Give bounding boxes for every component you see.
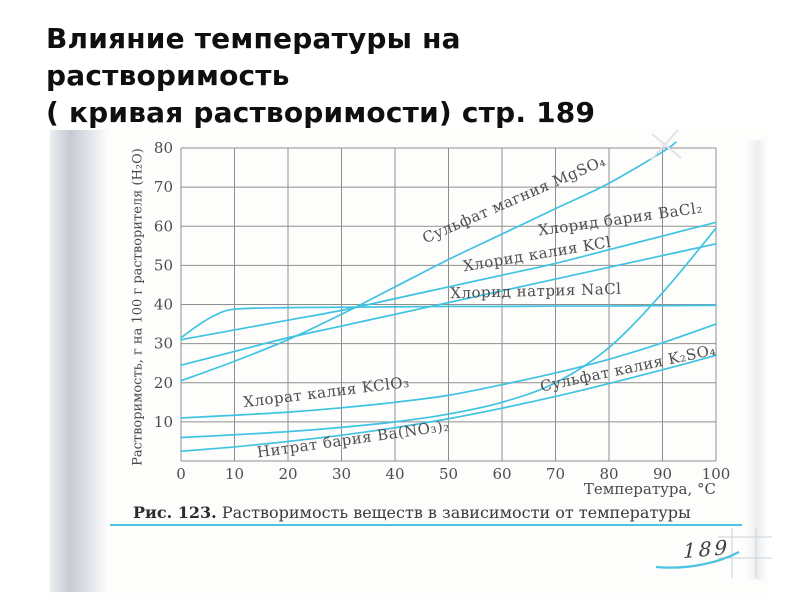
page-corner-grid-marks — [718, 528, 772, 578]
page-edge-shadow — [746, 140, 766, 580]
curve-bano32 — [180, 354, 717, 453]
svg-text:90: 90 — [653, 465, 672, 483]
slide-title: Влияние температуры на растворимость ( к… — [46, 20, 595, 131]
book-gutter-shadow — [50, 130, 108, 592]
curve-label-nacl: Хлорид натрия NaCl — [450, 280, 622, 302]
textbook-scan — [48, 128, 768, 594]
svg-text:60: 60 — [492, 465, 511, 483]
svg-text:20: 20 — [278, 465, 297, 483]
svg-text:80: 80 — [599, 465, 618, 483]
svg-text:10: 10 — [225, 465, 244, 483]
chart-curves — [180, 141, 717, 453]
svg-text:60: 60 — [154, 217, 173, 235]
svg-text:30: 30 — [332, 465, 351, 483]
x-axis-label: Температура, °С — [583, 480, 716, 498]
curve-nacl — [180, 304, 717, 339]
curve-label-k2so4: Сульфат калия K₂SO₄ — [538, 341, 717, 396]
curve-k2so4 — [180, 323, 717, 419]
figure-caption-text: Растворимость веществ в зависимости от т… — [216, 503, 691, 522]
svg-text:100: 100 — [702, 465, 731, 483]
slide-title-line-3: ( кривая растворимости) стр. 189 — [46, 96, 596, 129]
curve-label-kclo3: Хлорат калия KClO₃ — [242, 373, 410, 411]
y-axis-label: Растворимость, г на 100 г растворителя (… — [130, 148, 146, 466]
svg-text:40: 40 — [154, 296, 173, 314]
svg-text:30: 30 — [154, 335, 173, 353]
svg-text:70: 70 — [154, 178, 173, 196]
curve-kcl — [180, 243, 717, 366]
curve-kclo3 — [180, 227, 717, 439]
curve-label-bano32: Нитрат бария Ba(NO₃)₂ — [256, 417, 451, 462]
slide-title-line-2: растворимость — [46, 59, 290, 92]
svg-text:40: 40 — [385, 465, 404, 483]
chart-grid — [180, 147, 717, 462]
curve-label-kcl: Хлорид калия KCl — [462, 233, 613, 276]
page-number-handwritten: 189 — [682, 534, 731, 564]
svg-text:20: 20 — [154, 374, 173, 392]
scan-cross-artifact — [650, 129, 682, 161]
svg-text:0: 0 — [176, 465, 186, 483]
figure-caption-number: Рис. 123. — [133, 503, 217, 522]
curve-bacl2 — [180, 221, 717, 341]
handwritten-underline-swoosh — [655, 551, 740, 569]
slide-title-line-1: Влияние температуры на — [46, 22, 461, 55]
svg-text:50: 50 — [154, 256, 173, 274]
caption-underline — [110, 524, 742, 526]
svg-text:70: 70 — [546, 465, 565, 483]
svg-text:80: 80 — [154, 139, 173, 157]
svg-text:10: 10 — [154, 413, 173, 431]
svg-text:50: 50 — [439, 465, 458, 483]
figure-caption: Рис. 123. Растворимость веществ в зависи… — [133, 503, 691, 522]
chart-tick-labels: 0 10 20 30 40 50 60 70 80 90 100 10 20 30 40 50 60 70 80 — [154, 139, 730, 483]
curve-mgso4 — [180, 141, 677, 382]
